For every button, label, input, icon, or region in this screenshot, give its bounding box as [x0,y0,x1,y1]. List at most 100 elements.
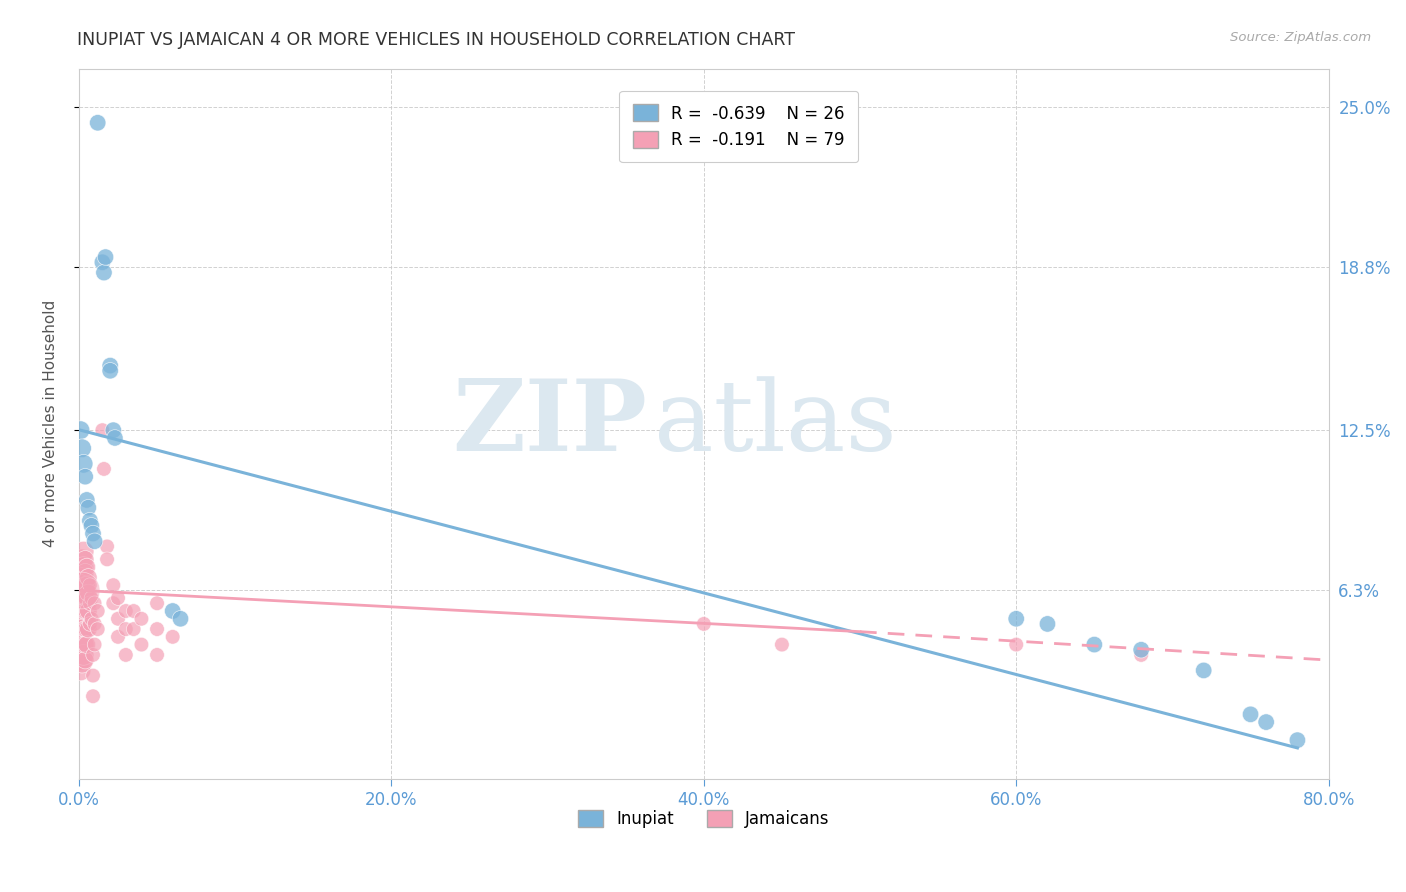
Point [103,423,125,437]
Point [76,638,98,652]
Point [75,591,97,606]
Point [1239,707,1261,722]
Point [146,596,169,610]
Point [72,457,94,471]
Point [69,664,91,678]
Point [79,616,101,631]
Point [1036,616,1059,631]
Point [131,638,153,652]
Point [69,586,91,600]
Point [96,540,118,554]
Point [70,648,93,662]
Point [70,560,93,574]
Point [75,604,97,618]
Point [70,656,93,670]
Point [1130,648,1153,662]
Point [75,552,97,566]
Point [107,630,129,644]
Y-axis label: 4 or more Vehicles in Household: 4 or more Vehicles in Household [44,300,58,548]
Point [98,364,121,378]
Point [70,570,93,584]
Point [82,526,104,541]
Point [69,632,91,647]
Point [114,648,136,662]
Point [96,552,118,566]
Point [76,578,98,592]
Point [69,642,91,657]
Point [1005,612,1028,626]
Point [72,544,94,558]
Point [69,570,91,584]
Point [75,566,97,580]
Point [80,612,103,626]
Point [76,622,98,636]
Point [1256,715,1278,730]
Point [69,583,91,598]
Point [146,648,169,662]
Point [98,359,121,373]
Point [72,578,94,592]
Point [80,518,103,533]
Point [75,622,97,636]
Point [70,552,93,566]
Point [114,622,136,636]
Point [1286,733,1309,747]
Point [75,638,97,652]
Point [72,612,94,626]
Point [770,638,793,652]
Point [131,612,153,626]
Point [72,622,94,636]
Point [70,638,93,652]
Point [93,266,115,280]
Point [86,116,108,130]
Point [83,534,105,549]
Text: ZIP: ZIP [453,376,648,472]
Point [82,690,104,704]
Point [70,586,93,600]
Point [104,431,127,445]
Point [82,668,104,682]
Point [1130,642,1153,657]
Point [79,514,101,528]
Point [77,622,100,636]
Point [75,653,97,667]
Point [162,604,184,618]
Point [169,612,191,626]
Point [91,255,114,269]
Point [69,604,91,618]
Point [77,586,100,600]
Point [77,570,100,584]
Point [72,591,94,606]
Point [77,500,100,515]
Point [1083,638,1105,652]
Text: INUPIAT VS JAMAICAN 4 OR MORE VEHICLES IN HOUSEHOLD CORRELATION CHART: INUPIAT VS JAMAICAN 4 OR MORE VEHICLES I… [77,31,796,49]
Point [83,638,105,652]
Point [1192,664,1215,678]
Point [69,653,91,667]
Point [83,616,105,631]
Point [94,250,117,264]
Text: atlas: atlas [654,376,897,472]
Point [77,604,100,618]
Point [82,648,104,662]
Point [69,560,91,574]
Point [69,578,91,592]
Point [69,622,91,636]
Point [114,604,136,618]
Point [76,604,98,618]
Point [122,622,145,636]
Point [72,648,94,662]
Point [80,591,103,606]
Point [79,596,101,610]
Point [72,596,94,610]
Point [146,622,169,636]
Point [70,604,93,618]
Point [162,630,184,644]
Legend: Inupiat, Jamaicans: Inupiat, Jamaicans [571,803,837,835]
Point [83,596,105,610]
Point [79,578,101,592]
Point [86,622,108,636]
Point [107,612,129,626]
Point [70,442,93,456]
Point [93,462,115,476]
